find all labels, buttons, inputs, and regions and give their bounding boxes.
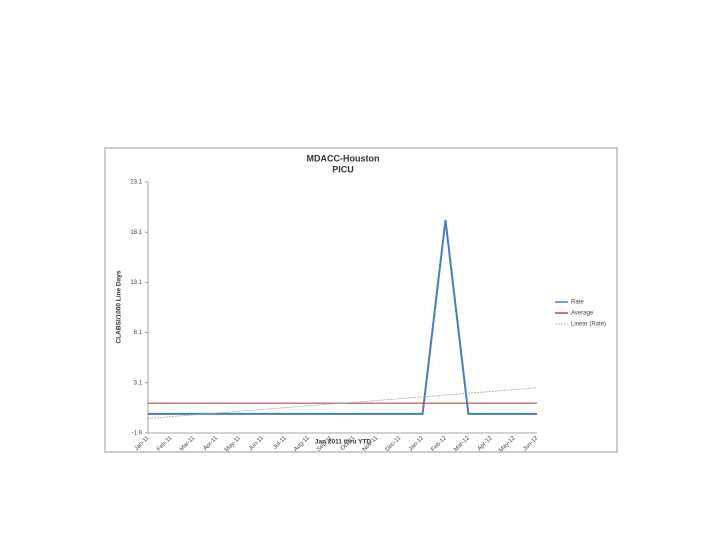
x-axis-title: Jan 2011 thru YTD	[315, 439, 372, 446]
chart-title: MDACC-Houston	[307, 153, 380, 163]
y-tick-label: 13.1	[130, 280, 142, 286]
y-tick-label: 18.1	[130, 230, 142, 236]
y-tick-label: 3.1	[134, 380, 143, 386]
legend-label: Rate	[571, 300, 584, 306]
chart-frame	[104, 147, 618, 453]
series-line	[148, 220, 537, 415]
y-tick-label: 23.1	[130, 180, 142, 186]
y-tick-label: -1.9	[132, 431, 143, 437]
y-tick-label: 8.1	[134, 330, 143, 336]
legend-label: Linear (Rate)	[571, 322, 606, 328]
y-axis-title: CLABSI/1000 Line Days	[116, 270, 123, 343]
legend-label: Average	[571, 311, 594, 317]
chart-subtitle: PICU	[332, 164, 354, 174]
series-line	[147, 387, 538, 419]
